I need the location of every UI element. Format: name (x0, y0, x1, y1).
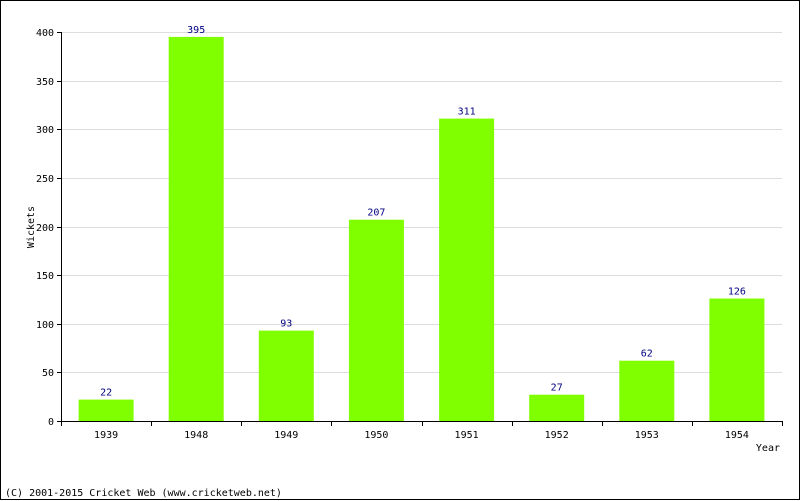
axes (57, 32, 783, 426)
y-tick-label: 100 (36, 320, 54, 331)
data-label: 395 (187, 25, 205, 36)
x-tick-label: 1951 (455, 430, 479, 441)
x-tick-label: 1954 (725, 430, 749, 441)
x-tick-label: 1952 (545, 430, 569, 441)
labels: 0 50 100 150 200 250 300 350 400 22 1939 395 1948 93 1… (36, 25, 749, 441)
bars (78, 36, 765, 422)
y-tick-label: 150 (36, 271, 54, 282)
bar (168, 36, 224, 422)
x-tick-label: 1953 (635, 430, 659, 441)
bar (709, 298, 765, 421)
bar (258, 330, 314, 421)
y-tick-label: 400 (36, 28, 54, 39)
data-label: 93 (280, 319, 292, 330)
y-tick-label: 350 (36, 77, 54, 88)
x-axis-label: Year (756, 443, 780, 454)
bar (348, 219, 404, 421)
x-tick-label: 1950 (364, 430, 388, 441)
y-tick-label: 250 (36, 174, 54, 185)
data-label: 126 (728, 287, 746, 298)
bar (439, 118, 495, 421)
x-tick-label: 1949 (274, 430, 298, 441)
copyright-text: (C) 2001-2015 Cricket Web (www.cricketwe… (5, 488, 282, 499)
data-label: 207 (367, 208, 385, 219)
x-tick-label: 1948 (184, 430, 208, 441)
data-label: 22 (100, 388, 112, 399)
data-label: 27 (551, 383, 563, 394)
bar (619, 360, 675, 421)
y-axis-label: Wickets (26, 206, 37, 248)
y-tick-label: 50 (42, 368, 54, 379)
bar (78, 399, 134, 421)
y-tick-label: 0 (48, 417, 54, 428)
y-tick-label: 300 (36, 125, 54, 136)
data-label: 311 (458, 107, 476, 118)
data-label: 62 (641, 349, 653, 360)
y-tick-label: 200 (36, 223, 54, 234)
bar (529, 394, 585, 421)
x-tick-label: 1939 (94, 430, 118, 441)
